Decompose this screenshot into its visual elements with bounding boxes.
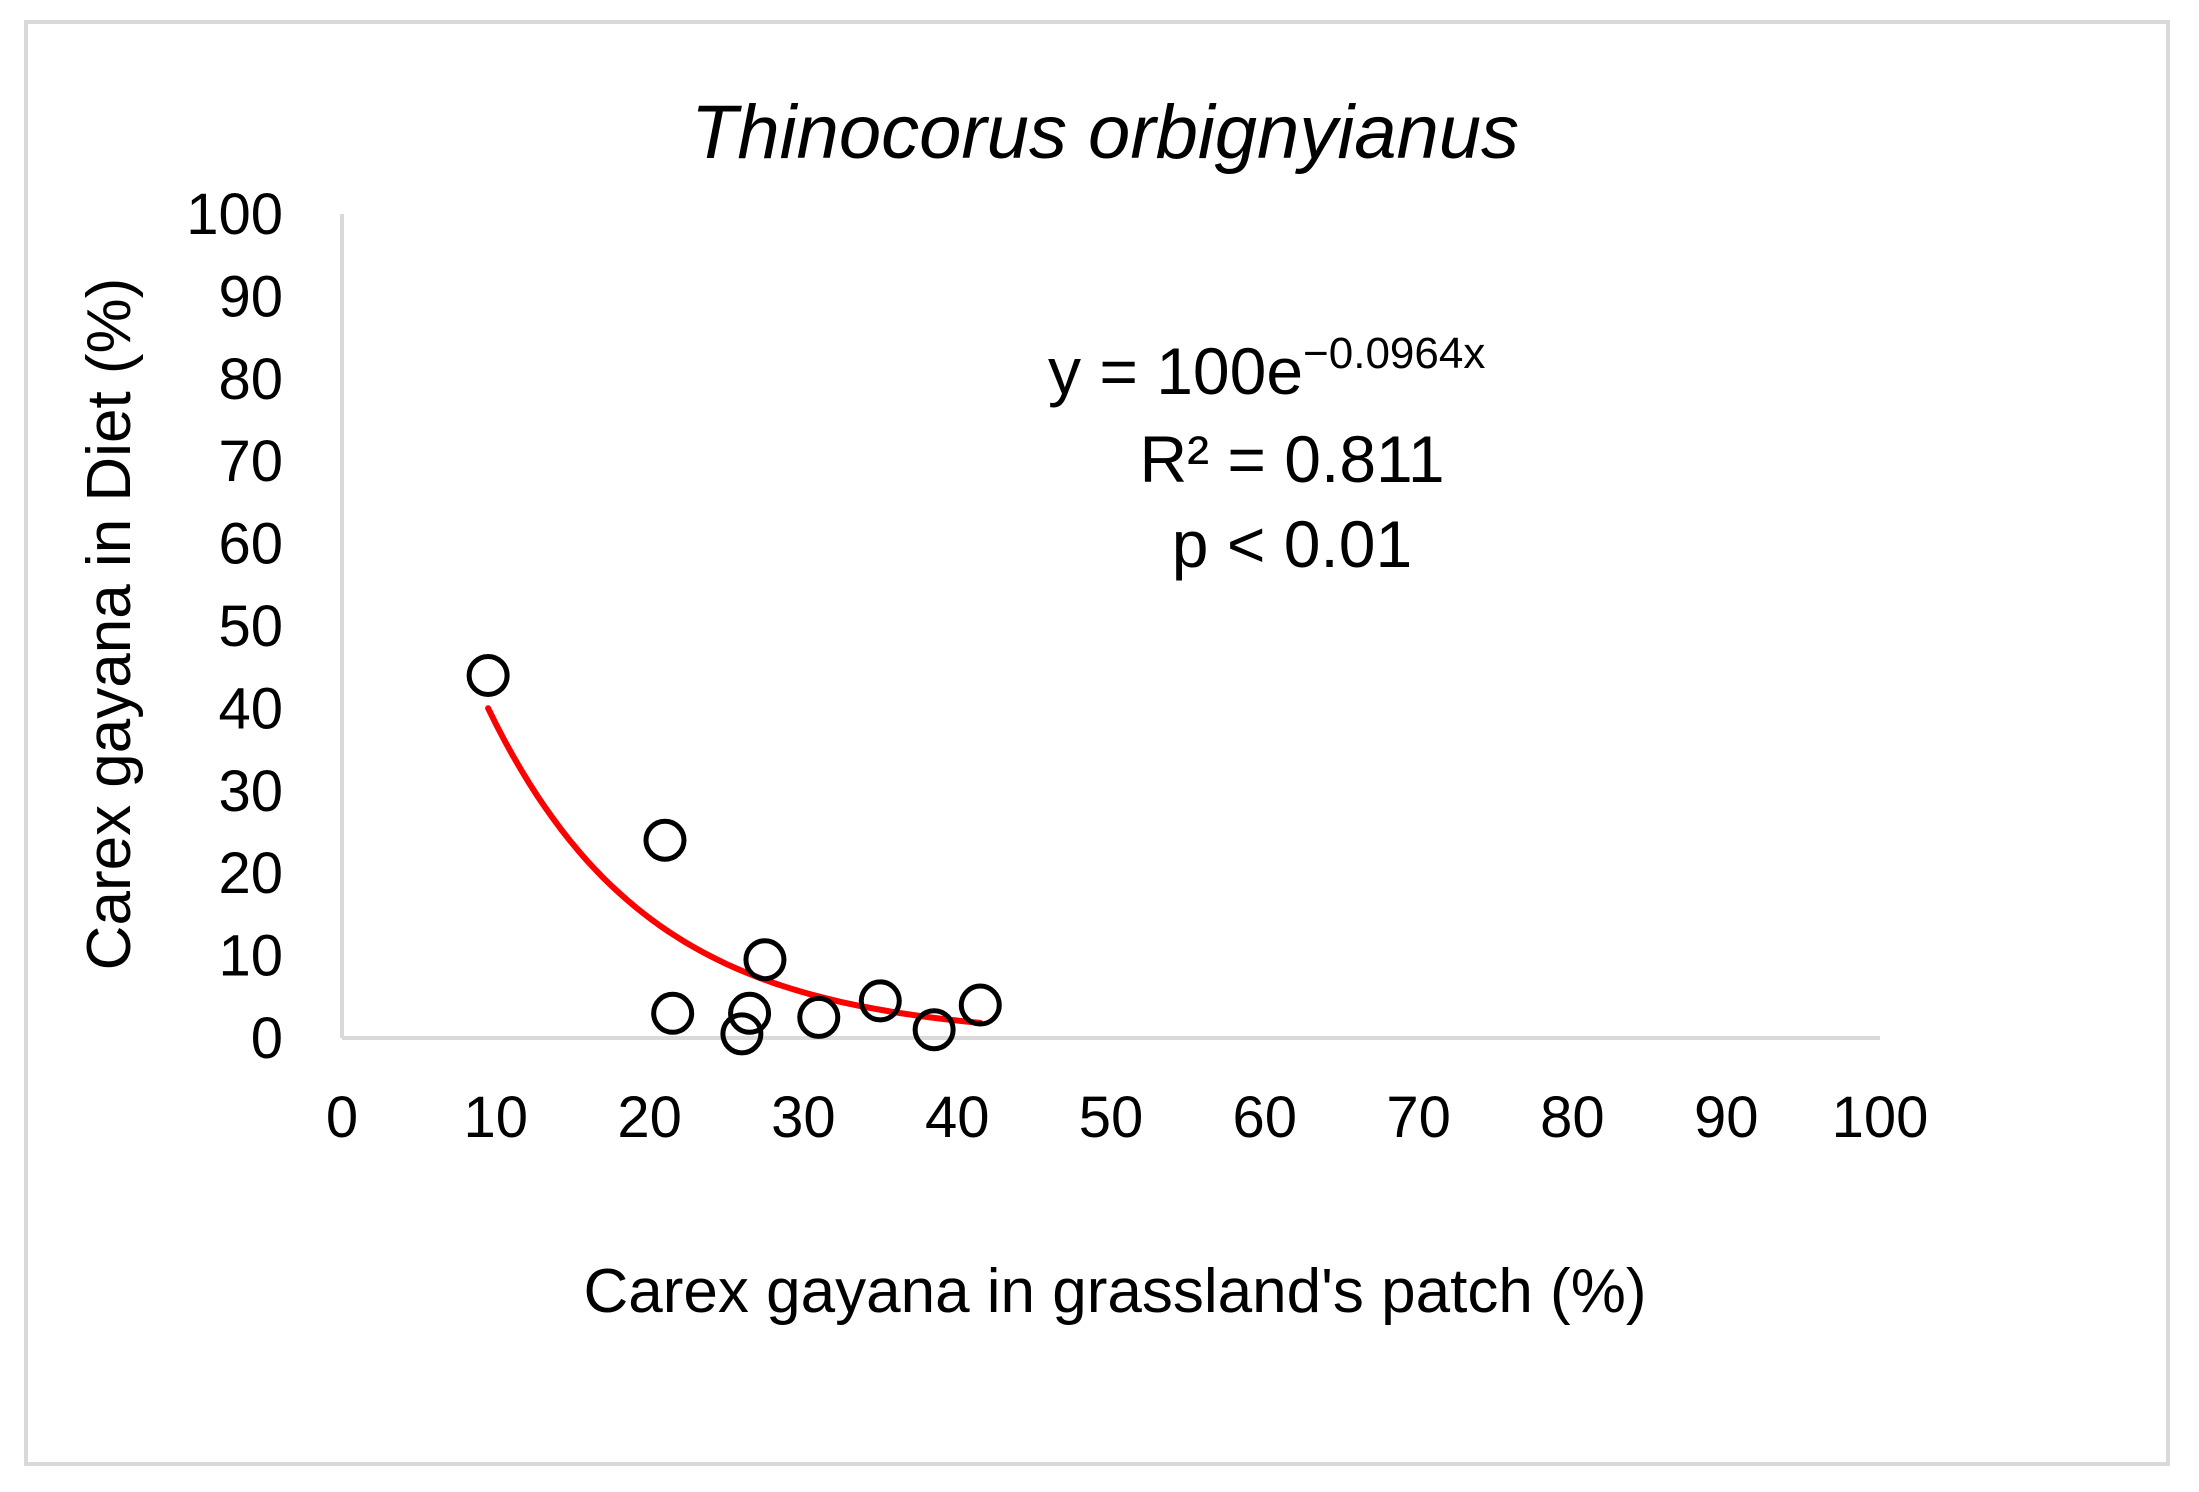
y-tick-label: 90 — [218, 264, 283, 329]
data-point — [643, 818, 687, 862]
p-value-text: p < 0.01 — [1172, 507, 1412, 581]
x-tick-label: 80 — [1540, 1085, 1605, 1150]
x-tick-label: 70 — [1386, 1085, 1451, 1150]
x-tick-label: 100 — [1832, 1085, 1929, 1150]
x-axis-title: Carex gayana in grassland's patch (%) — [584, 1257, 1647, 1326]
x-tick-label: 90 — [1694, 1085, 1759, 1150]
x-tick-label: 0 — [326, 1085, 358, 1150]
data-point — [912, 1008, 956, 1052]
equation-text: y = 100e−0.0964x — [1048, 329, 1485, 408]
y-tick-label: 20 — [218, 841, 283, 906]
equation-exponent: −0.0964x — [1303, 329, 1485, 378]
y-tick-label: 40 — [218, 676, 283, 741]
x-axis: 0 10 20 30 40 50 60 70 80 90 100 — [326, 1036, 1929, 1150]
regression-annotation: y = 100e−0.0964x R² = 0.811 p < 0.01 — [1048, 329, 1485, 581]
y-tick-label: 70 — [218, 429, 283, 494]
x-tick-label: 50 — [1079, 1085, 1144, 1150]
data-point — [728, 991, 772, 1035]
y-tick-label: 80 — [218, 347, 283, 412]
y-tick-label: 50 — [218, 594, 283, 659]
y-tick-label: 30 — [218, 759, 283, 824]
equation-base: y = 100e — [1048, 334, 1303, 408]
data-point — [466, 653, 510, 697]
x-tick-label: 60 — [1233, 1085, 1298, 1150]
y-axis-title: Carex gayana in Diet (%) — [75, 278, 144, 971]
data-point — [797, 995, 841, 1039]
y-axis: 0 10 20 30 40 50 60 70 80 90 100 — [186, 182, 344, 1071]
data-point — [743, 938, 787, 982]
x-tick-label: 30 — [771, 1085, 836, 1150]
chart-title: Thinocorus orbignyianus — [691, 90, 1519, 175]
x-tick-label: 40 — [925, 1085, 990, 1150]
y-tick-label: 10 — [218, 924, 283, 989]
data-point — [720, 1012, 764, 1056]
trendline — [485, 705, 984, 1026]
data-point — [651, 991, 695, 1035]
y-tick-label: 0 — [251, 1006, 283, 1071]
data-points — [466, 653, 1002, 1056]
y-tick-label: 60 — [218, 512, 283, 577]
data-point — [858, 979, 902, 1023]
data-point — [958, 983, 1002, 1027]
chart-frame — [24, 20, 2170, 1466]
x-tick-label: 20 — [617, 1085, 682, 1150]
r-squared-text: R² = 0.811 — [1139, 422, 1444, 496]
x-tick-label: 10 — [464, 1085, 529, 1150]
trendline-group — [485, 705, 984, 1026]
y-tick-label: 100 — [186, 182, 283, 247]
